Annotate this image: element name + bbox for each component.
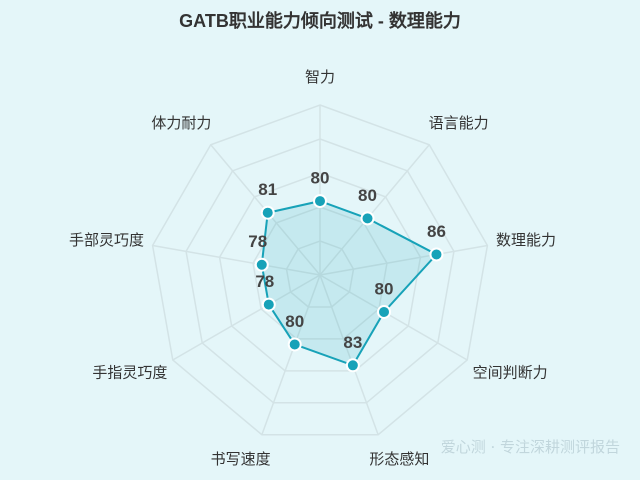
grid-ring — [285, 240, 355, 308]
grid-ring — [151, 104, 489, 436]
axis-label: 空间判断力 — [473, 364, 548, 381]
data-point — [313, 194, 327, 209]
grid-ring — [218, 172, 422, 372]
axis-label: 书写速度 — [211, 451, 271, 468]
value-label: 80 — [311, 169, 330, 188]
axis-label: 手指灵巧度 — [92, 364, 167, 381]
data-point — [360, 211, 375, 226]
data-point — [429, 247, 444, 262]
value-label: 78 — [255, 272, 274, 291]
value-label: 86 — [427, 222, 446, 241]
axis-spoke — [152, 244, 321, 276]
value-label: 81 — [258, 180, 277, 199]
value-label: 83 — [343, 333, 362, 352]
data-point — [260, 205, 275, 220]
axis-label: 形态感知 — [369, 451, 429, 468]
axis-spoke — [319, 144, 430, 276]
value-label: 80 — [285, 312, 304, 331]
data-point — [345, 358, 360, 373]
axis-label: 语言能力 — [429, 115, 489, 132]
watermark: 爱心测 · 专注深耕测评报告 — [441, 438, 620, 456]
axis-spoke — [319, 274, 379, 436]
axis-label: 数理能力 — [496, 232, 556, 249]
value-label: 80 — [358, 186, 377, 205]
axis-spoke — [319, 274, 468, 361]
axis-label: 手部灵巧度 — [69, 232, 144, 249]
axis-label: 智力 — [305, 68, 335, 86]
value-label: 78 — [248, 232, 267, 251]
axis-spoke — [172, 274, 321, 361]
data-point — [254, 257, 269, 272]
axis-spoke — [319, 244, 488, 276]
axis-label: 体力耐力 — [151, 115, 211, 132]
data-point — [261, 297, 276, 312]
data-point — [377, 304, 392, 319]
axis-spoke — [261, 274, 321, 436]
data-point — [287, 337, 302, 352]
chart-title: GATB职业能力倾向测试 - 数理能力 — [179, 10, 461, 31]
grid-ring — [185, 138, 455, 404]
data-area — [260, 200, 439, 367]
value-label: 80 — [375, 279, 394, 298]
